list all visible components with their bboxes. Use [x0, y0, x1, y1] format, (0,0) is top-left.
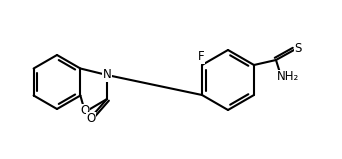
Text: S: S: [294, 42, 302, 55]
Text: O: O: [80, 104, 90, 118]
Text: NH₂: NH₂: [277, 70, 299, 83]
Text: N: N: [103, 69, 111, 82]
Text: O: O: [87, 113, 96, 125]
Text: F: F: [198, 51, 204, 63]
